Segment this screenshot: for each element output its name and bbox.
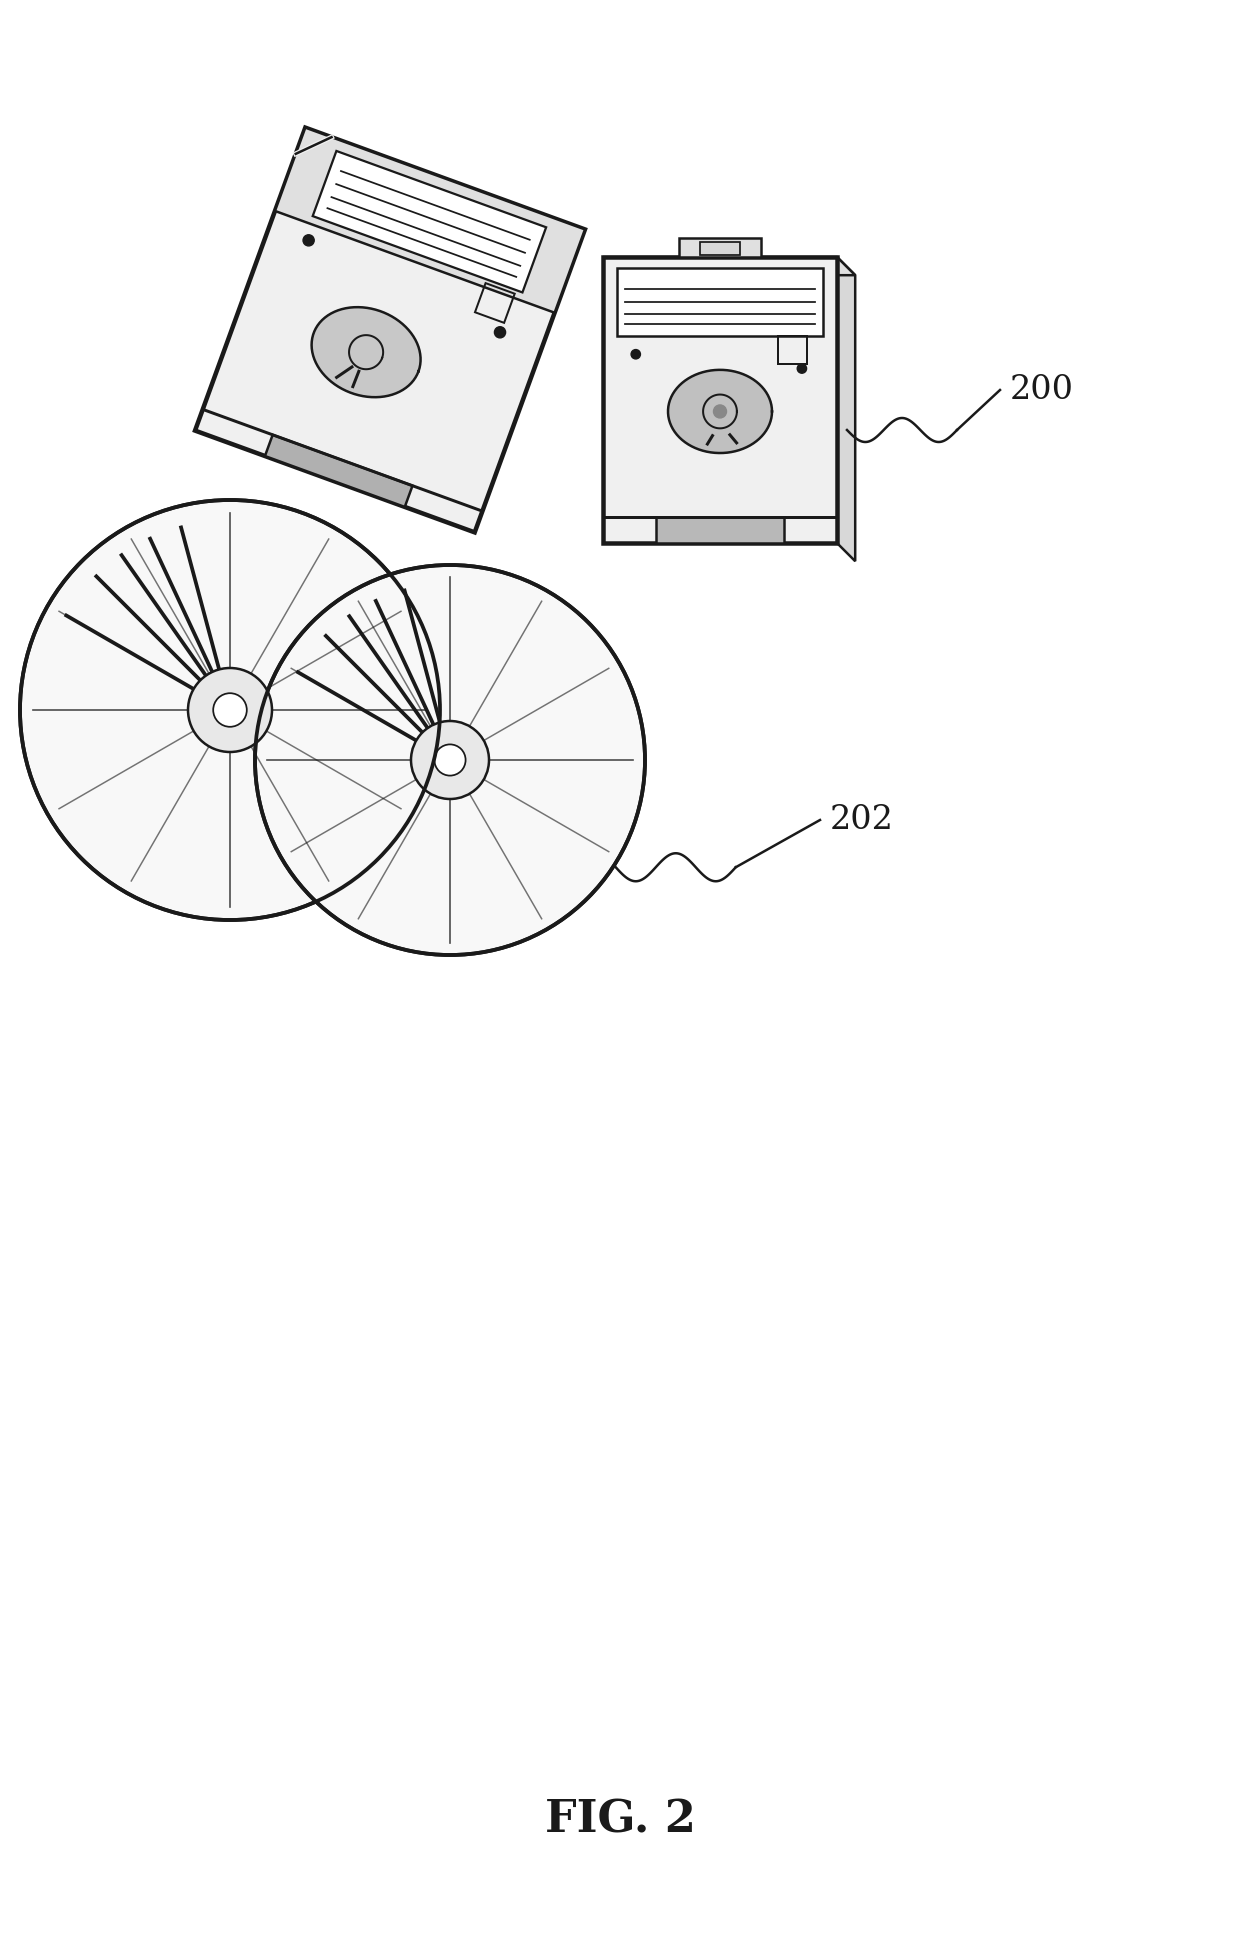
Text: 202: 202 [830,804,894,836]
Polygon shape [680,239,761,256]
Circle shape [303,235,314,247]
Polygon shape [195,127,585,532]
Circle shape [434,744,465,775]
Circle shape [255,566,645,955]
Circle shape [188,667,272,751]
Circle shape [20,499,440,920]
Text: 200: 200 [1011,374,1074,405]
Polygon shape [275,127,585,313]
Polygon shape [312,151,546,292]
Circle shape [631,350,640,358]
Polygon shape [668,370,773,452]
Polygon shape [311,307,420,397]
Circle shape [797,364,806,374]
Polygon shape [603,256,837,542]
Polygon shape [656,517,785,542]
Polygon shape [265,434,413,507]
Circle shape [495,327,506,339]
Circle shape [410,720,489,798]
Polygon shape [837,256,856,562]
Text: FIG. 2: FIG. 2 [544,1798,696,1842]
Polygon shape [699,243,740,254]
Polygon shape [618,268,823,337]
Circle shape [713,405,727,419]
Circle shape [213,693,247,726]
Polygon shape [603,256,856,276]
